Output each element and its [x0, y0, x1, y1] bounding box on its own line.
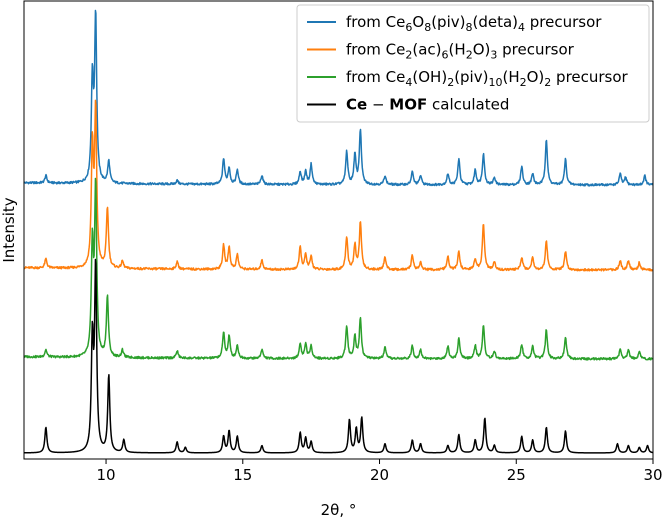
legend-label-4: Ce − MOF calculated [346, 96, 509, 114]
series-line-2 [23, 99, 654, 272]
series-line-4 [23, 258, 654, 454]
x-tick-label-30: 30 [643, 466, 662, 484]
legend-label-2: from Ce2(ac)6(H2O)3 precursor [346, 41, 575, 62]
series-layer [23, 9, 654, 454]
legend: from Ce6O8(piv)8(deta)4 precursor from Ce… [296, 4, 650, 123]
series-line-1 [23, 9, 654, 187]
x-tick-label-25: 25 [507, 466, 526, 484]
x-tick-label-15: 15 [233, 466, 252, 484]
x-axis: 10 15 20 25 30 [96, 459, 663, 484]
x-axis-label: 2θ, ° [321, 501, 357, 519]
y-axis-label: Intensity [0, 197, 18, 262]
x-tick-label-10: 10 [96, 466, 115, 484]
legend-label-3: from Ce4(OH)2(piv)10(H2O)2 precursor [346, 68, 629, 89]
series-line-3 [23, 177, 654, 361]
x-tick-label-20: 20 [370, 466, 389, 484]
legend-label-1: from Ce6O8(piv)8(deta)4 precursor [346, 13, 602, 34]
legend-box [296, 4, 650, 123]
plot-frame [23, 0, 654, 460]
